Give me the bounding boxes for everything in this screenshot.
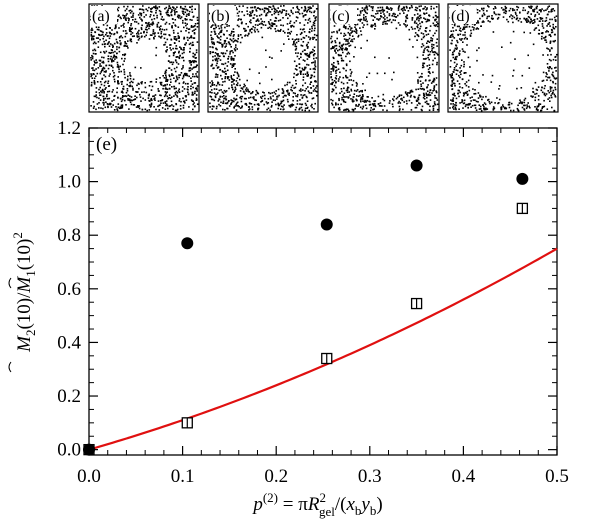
svg-text:M2(10)/M1(10)2: M2(10)/M1(10)2 (10, 232, 38, 353)
inset-panel: (c) (328, 3, 440, 113)
square-point (516, 202, 529, 215)
x-tick-label: 0.0 (77, 466, 101, 487)
x-tick-label: 0.1 (171, 466, 195, 487)
y-tick-label: 0.2 (57, 386, 81, 407)
circle-point (181, 237, 194, 250)
x-axis-label: p(2) = πR2 gel/(xbyb) (251, 490, 382, 519)
x-tick-label: 0.4 (452, 466, 476, 487)
square-point (321, 352, 333, 365)
y-tick-label: 0.8 (57, 225, 81, 246)
square-point (181, 417, 193, 429)
inset-label: (a) (92, 8, 110, 25)
square-point (410, 297, 423, 310)
y-axis-ticks: 0.0 0.2 0.4 0.6 0.8 1.0 1.2 (57, 118, 557, 461)
x-tick-label: 0.5 (545, 466, 569, 487)
inset-panels: (a) (b) (c) (d) (88, 3, 559, 113)
inset-panel: (d) (447, 3, 559, 113)
x-tick-label: 0.3 (358, 466, 382, 487)
inset-label: (c) (332, 8, 350, 25)
inset-panel: (a) (88, 3, 200, 113)
filled-circle-series (83, 159, 529, 456)
circle-point (516, 172, 529, 185)
inset-label: (d) (451, 8, 470, 25)
open-square-series (83, 202, 529, 456)
fit-curve (88, 247, 558, 451)
particle-field (90, 5, 199, 112)
circle-point (83, 443, 95, 456)
x-axis-ticks: 0.0 0.1 0.2 0.3 0.4 0.5 (77, 128, 569, 487)
inset-label: (b) (211, 8, 230, 25)
inset-panel: (b) (207, 3, 319, 113)
circle-point (410, 159, 423, 172)
y-tick-label: 0.4 (57, 332, 81, 353)
y-tick-label: 0.0 (57, 440, 81, 461)
y-tick-label: 0.6 (57, 279, 81, 300)
y-tick-label: 1.2 (57, 118, 81, 139)
x-tick-label: 0.2 (264, 466, 288, 487)
y-axis-label: M2(10)/M1(10)2 (8, 232, 38, 373)
fit-curve-layer (88, 247, 558, 451)
panel-label-e: (e) (96, 134, 117, 155)
circle-point (320, 218, 333, 231)
plot-frame (88, 127, 558, 456)
main-plot: 0.0 0.1 0.2 0.3 0.4 0.5 0.0 0.2 0.4 0.6 0.8 1.0 1.2… (57, 118, 569, 487)
y-tick-label: 1.0 (57, 172, 81, 193)
